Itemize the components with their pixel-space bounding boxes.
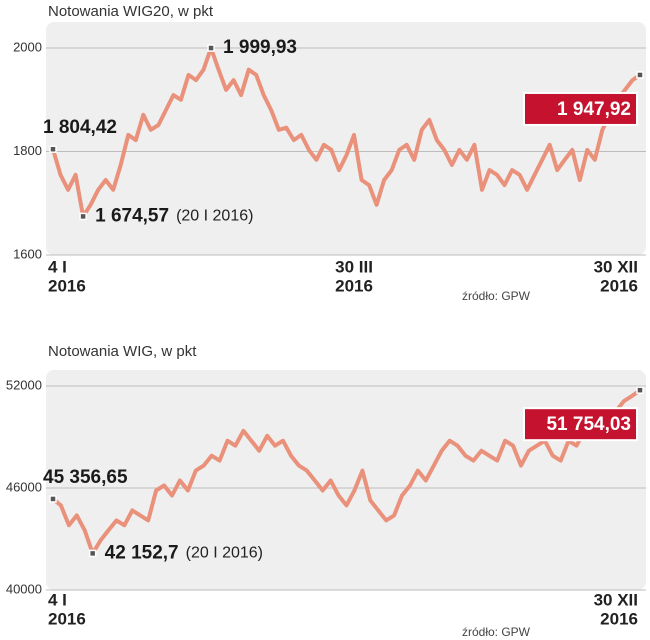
value-label: 51 754,03 — [546, 414, 631, 435]
plot-background — [46, 370, 646, 590]
value-label: 42 152,7 — [105, 542, 179, 563]
chart-title: Notowania WIG20, w pkt — [48, 3, 214, 20]
y-tick-label: 2000 — [13, 39, 42, 54]
series-line — [51, 388, 642, 556]
value-label: 1 674,57 — [95, 205, 169, 226]
source-note: źródło: GPW — [462, 289, 531, 303]
value-label: 1 947,92 — [557, 99, 631, 120]
point-marker — [49, 495, 57, 503]
point-marker — [636, 386, 644, 394]
x-tick-label: 30 XII — [594, 590, 638, 609]
x-tick-label: 30 XII — [594, 257, 638, 276]
x-tick-label: 30 III — [335, 257, 373, 276]
y-tick-label: 52000 — [6, 377, 42, 392]
value-label: 1 999,93 — [223, 37, 297, 58]
x-tick-label: 2016 — [600, 609, 638, 628]
value-label: 45 356,65 — [43, 467, 128, 488]
source-note: źródło: GPW — [462, 625, 531, 639]
chart-title: Notowania WIG, w pkt — [48, 343, 197, 360]
point-marker — [79, 212, 87, 221]
y-tick-label: 40000 — [6, 581, 42, 596]
value-note: (20 I 2016) — [176, 208, 253, 225]
point-marker — [49, 145, 57, 153]
x-tick-label: 2016 — [48, 276, 86, 295]
point-marker — [207, 44, 215, 52]
point-marker — [88, 549, 97, 558]
x-tick-label: 4 I — [48, 590, 67, 609]
point-marker — [636, 71, 644, 79]
x-tick-label: 4 I — [48, 257, 67, 276]
value-label: 1 804,42 — [43, 117, 117, 138]
value-label-box — [523, 91, 638, 126]
y-tick-label: 1800 — [13, 143, 42, 158]
y-tick-label: 46000 — [6, 479, 42, 494]
value-note: (20 I 2016) — [186, 545, 263, 562]
y-tick-label: 1600 — [13, 246, 42, 261]
series-line — [51, 46, 642, 219]
x-tick-label: 2016 — [600, 276, 638, 295]
x-tick-label: 2016 — [335, 276, 373, 295]
x-tick-label: 2016 — [48, 609, 86, 628]
value-label-box — [523, 407, 638, 442]
